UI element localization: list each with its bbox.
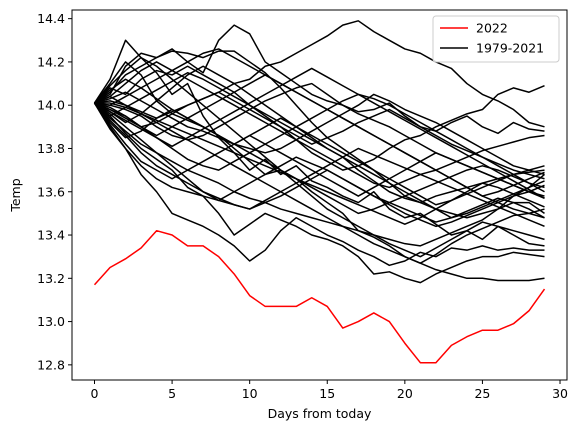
series-line-1979-2021-26: [94, 72, 545, 219]
y-tick-label: 13.2: [37, 271, 65, 286]
y-tick-label: 13.8: [37, 141, 65, 156]
series-line-1979-2021-15: [94, 102, 545, 228]
series-line-1979-2021-9: [93, 102, 545, 247]
x-axis: 0 5 10 15 20 25 30: [91, 380, 568, 401]
series-line-1979-2021-10: [94, 91, 545, 176]
y-tick-label: 14.2: [37, 54, 65, 69]
x-tick-label: 5: [168, 386, 176, 401]
x-tick-label: 25: [474, 386, 490, 401]
series-line-1979-2021-23: [93, 56, 545, 258]
legend: 2022 1979-2021: [432, 15, 560, 63]
series-line-1979-2021-16: [94, 91, 545, 180]
series-line-1979-2021-27: [93, 102, 545, 228]
series-line-1979-2021-8: [93, 65, 545, 171]
series-line-1979-2021-6: [94, 50, 545, 219]
series-line-1979-2021-25: [94, 95, 545, 282]
series-line-2022: [93, 229, 546, 364]
x-tick-label: 0: [91, 386, 99, 401]
series-line-1979-2021-17: [94, 93, 545, 193]
y-axis-label: Temp: [8, 178, 23, 212]
plot-frame: [71, 9, 568, 381]
plot-lines: [93, 20, 546, 364]
series-line-1979-2021-18: [93, 102, 545, 223]
series-line-1979-2021-22: [93, 102, 545, 197]
legend-label-2022: 2022: [476, 21, 508, 36]
y-tick-label: 13.6: [37, 184, 65, 199]
series-line-1979-2021-3: [94, 20, 545, 128]
y-tick-label: 13.0: [37, 314, 65, 329]
series-line-1979-2021-5: [93, 102, 545, 267]
series-line-1979-2021-19: [94, 78, 545, 206]
y-tick-label: 14.0: [37, 98, 65, 113]
y-tick-label: 14.4: [37, 11, 65, 26]
x-tick-label: 15: [319, 386, 335, 401]
series-line-1979-2021-4: [94, 102, 545, 284]
series-line-1979-2021-28: [94, 48, 545, 197]
x-tick-label: 30: [552, 386, 568, 401]
series-line-1979-2021-21: [94, 102, 545, 225]
x-axis-label: Days from today: [268, 406, 372, 421]
series-line-1979-2021-13: [93, 102, 545, 215]
series-line-1979-2021-11: [94, 65, 545, 204]
series-line-1979-2021-2: [94, 24, 545, 135]
y-axis: 12.8 13.0 13.2 13.4 13.6 13.8 14.0 14.2 14.4: [37, 11, 72, 372]
y-tick-label: 13.4: [37, 228, 65, 243]
series-line-1979-2021-24: [94, 67, 545, 199]
y-tick-label: 12.8: [37, 357, 65, 372]
x-tick-label: 10: [242, 386, 258, 401]
x-tick-label: 20: [397, 386, 413, 401]
legend-label-1979-2021: 1979-2021: [476, 41, 544, 56]
